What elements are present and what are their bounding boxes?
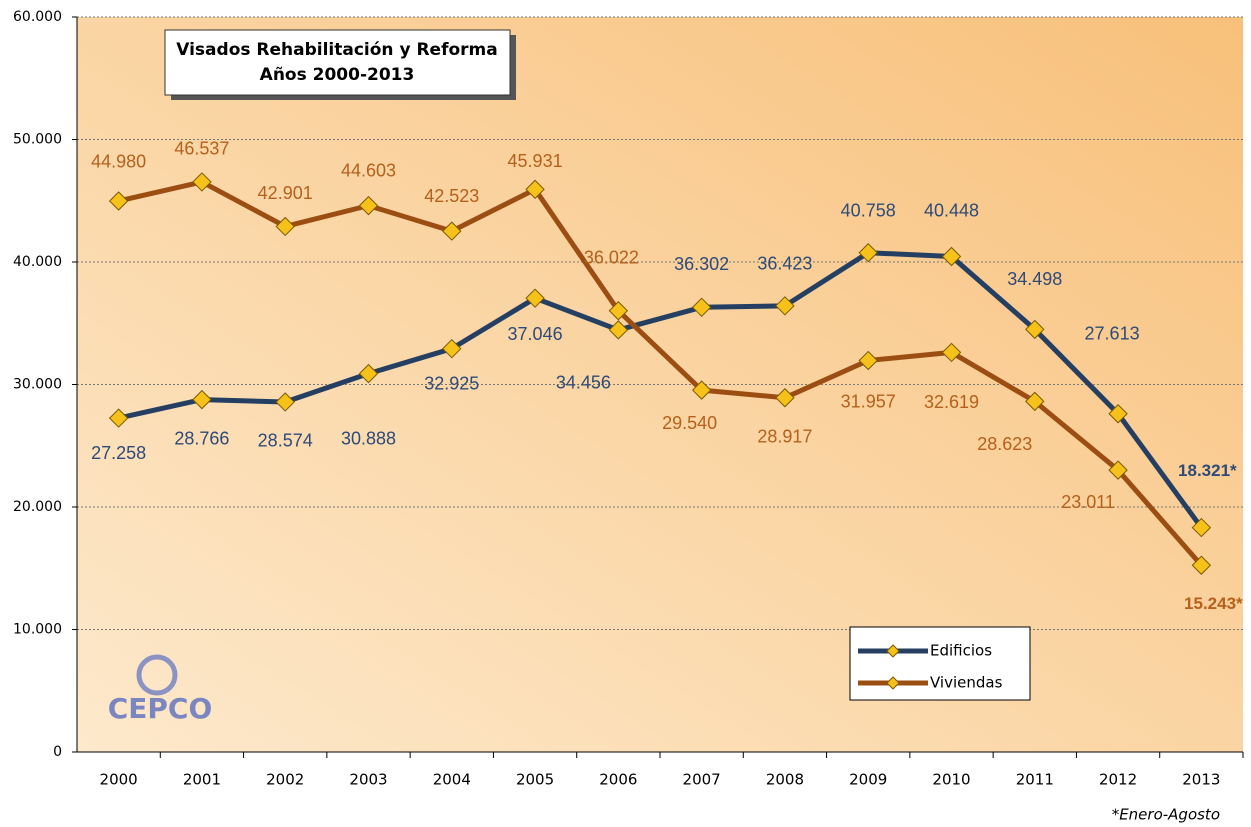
x-tick-label: 2002 xyxy=(266,771,304,789)
data-label: 28.917 xyxy=(757,427,812,447)
data-label: 31.957 xyxy=(841,391,896,411)
y-tick-label: 50.000 xyxy=(13,132,62,148)
data-label: 28.766 xyxy=(174,428,229,448)
marker xyxy=(1108,460,1128,480)
x-tick-label: 2005 xyxy=(516,771,554,789)
x-tick-label: 2000 xyxy=(100,771,138,789)
marker xyxy=(775,388,795,408)
legend-marker xyxy=(886,644,900,658)
marker xyxy=(691,297,712,318)
marker xyxy=(1025,391,1045,412)
data-label: 44.980 xyxy=(91,152,146,172)
y-tick-label: 30.000 xyxy=(13,377,62,393)
marker xyxy=(358,195,379,216)
data-label: 37.046 xyxy=(508,324,563,344)
marker xyxy=(941,342,962,363)
data-label: 42.901 xyxy=(258,183,313,203)
x-tick-label: 2001 xyxy=(183,771,221,789)
marker xyxy=(1191,555,1212,575)
marker xyxy=(192,172,212,192)
data-label: 40.448 xyxy=(924,200,979,220)
x-tick-label: 2003 xyxy=(349,771,387,789)
marker xyxy=(858,243,878,263)
y-tick-label: 0 xyxy=(53,744,62,760)
x-tick-label: 2006 xyxy=(599,771,637,789)
y-tick-label: 20.000 xyxy=(13,499,62,515)
marker xyxy=(775,296,795,316)
x-tick-label: 2011 xyxy=(1016,771,1054,789)
data-label: 27.258 xyxy=(91,443,146,463)
marker xyxy=(108,191,129,211)
x-tick-label: 2012 xyxy=(1099,771,1137,789)
data-label: 27.613 xyxy=(1085,323,1140,343)
marker xyxy=(858,350,878,371)
legend-label: Viviendas xyxy=(930,674,1003,692)
marker xyxy=(1108,404,1128,424)
data-label: 32.619 xyxy=(924,392,979,412)
marker xyxy=(1025,319,1045,340)
data-label: 28.623 xyxy=(977,434,1032,454)
data-label: 29.540 xyxy=(662,413,717,433)
marker xyxy=(192,389,212,410)
chart-title: Visados Rehabilitación y Reforma xyxy=(176,40,497,60)
data-label: 42.523 xyxy=(424,186,479,206)
marker xyxy=(1191,517,1212,538)
marker xyxy=(275,392,295,412)
series-line xyxy=(118,179,1204,567)
marker xyxy=(691,380,712,400)
logo-text: CEPCO xyxy=(108,692,213,725)
data-label: 40.758 xyxy=(841,200,896,220)
x-tick-label: 2009 xyxy=(849,771,887,789)
legend xyxy=(849,626,1031,701)
y-tick-label: 60.000 xyxy=(13,9,62,25)
data-label: 36.022 xyxy=(584,247,639,267)
data-label: 44.603 xyxy=(341,160,396,180)
marker xyxy=(941,246,962,267)
legend-marker xyxy=(886,676,900,690)
data-label: 30.888 xyxy=(341,428,396,448)
data-label: 36.302 xyxy=(674,254,729,274)
logo-mark xyxy=(136,654,178,696)
data-label: 46.537 xyxy=(174,139,229,159)
chart-subtitle: Años 2000-2013 xyxy=(260,65,415,85)
data-label: 32.925 xyxy=(424,373,479,393)
data-label: 18.321* xyxy=(1178,461,1237,480)
series: 27.258 28.766 28.574 30.888 32.925 37.046 34.4… xyxy=(91,139,1243,613)
marker xyxy=(358,363,379,384)
data-label: 45.931 xyxy=(508,151,563,171)
data-label: 36.423 xyxy=(757,254,812,274)
marker xyxy=(108,408,129,428)
data-label: 15.243* xyxy=(1184,594,1243,613)
marker xyxy=(525,179,545,200)
x-tick-label: 2008 xyxy=(766,771,804,789)
series-line xyxy=(118,250,1204,530)
marker xyxy=(525,288,545,308)
marker xyxy=(442,221,462,241)
marker xyxy=(608,301,629,321)
title-box xyxy=(164,29,511,96)
y-tick-label: 10.000 xyxy=(13,622,62,638)
plot-area xyxy=(77,17,1243,752)
logo: CEPCO xyxy=(108,654,213,725)
data-label: 34.456 xyxy=(556,373,611,393)
marker xyxy=(442,338,462,359)
grid xyxy=(72,16,1244,758)
data-label: 28.574 xyxy=(258,431,313,451)
data-label: 34.498 xyxy=(1007,269,1062,289)
x-tick-label: 2004 xyxy=(433,771,471,789)
marker xyxy=(275,216,295,237)
data-label: 23.011 xyxy=(1061,492,1115,512)
x-tick-label: 2013 xyxy=(1182,771,1220,789)
legend-label: Edificios xyxy=(930,642,992,660)
y-tick-label: 40.000 xyxy=(13,254,62,270)
marker xyxy=(608,320,629,340)
x-tick-label: 2007 xyxy=(683,771,721,789)
x-tick-label: 2010 xyxy=(932,771,970,789)
footnote: *Enero-Agosto xyxy=(1112,806,1220,824)
